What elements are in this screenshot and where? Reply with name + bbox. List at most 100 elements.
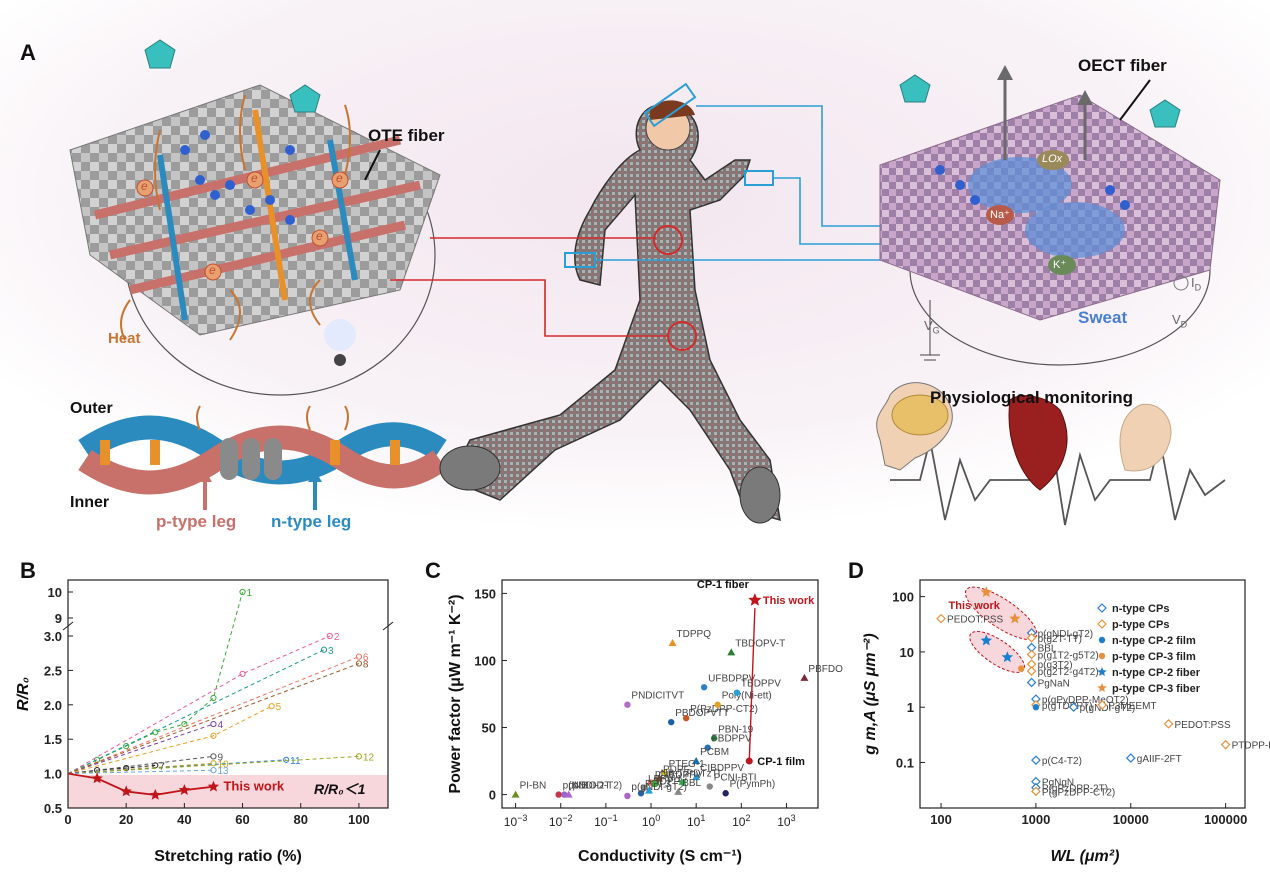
chart-d: 100 1000 10000 100000 0.1 1 10 100 WL (μm²) g m,A… xyxy=(862,579,1270,865)
ote-fiber-label: OTE fiber xyxy=(368,126,445,145)
id-label: ID xyxy=(1191,275,1202,293)
series-label: 12 xyxy=(363,752,375,763)
point-label: BBL xyxy=(1038,644,1057,655)
sweat-label: Sweat xyxy=(1078,308,1128,327)
vg-label: VG xyxy=(924,318,940,336)
data-point xyxy=(181,720,188,728)
data-point xyxy=(980,634,992,646)
point-label: pNB xyxy=(568,781,588,792)
data-point xyxy=(624,792,631,800)
data-point xyxy=(210,760,217,767)
potassium-label: K⁺ xyxy=(1053,259,1067,271)
y-tick-label: 1.0 xyxy=(44,767,62,782)
point-label: p(g3T2) xyxy=(1038,660,1073,671)
data-point xyxy=(668,639,677,647)
point-label: P(gPzDPP-2T) xyxy=(1042,784,1108,795)
series-line xyxy=(67,663,360,775)
data-point xyxy=(661,769,668,777)
data-point xyxy=(1026,632,1037,643)
x-tick-label: 101 xyxy=(687,813,705,829)
data-point xyxy=(149,788,161,800)
data-point xyxy=(1032,703,1040,711)
y-tick-label: 100 xyxy=(892,590,914,605)
series-label: 2 xyxy=(334,632,340,643)
oect-fabric-illustration xyxy=(364,65,1221,366)
point-label: pNDI-2T xyxy=(573,781,611,792)
outer-label: Outer xyxy=(70,400,113,417)
point-label: PgNaN xyxy=(1038,678,1070,689)
series-label: 4 xyxy=(217,720,223,731)
y-tick-label: 2.0 xyxy=(44,698,62,713)
ote-fabric-illustration xyxy=(69,39,441,396)
data-point xyxy=(674,787,683,795)
point-label: BBL xyxy=(682,778,701,789)
point-label: FBDPPV xyxy=(712,734,752,745)
data-point xyxy=(624,701,631,708)
p-type-leg-label: p-type leg xyxy=(156,512,237,531)
y-axis-label: Power factor (μW m⁻¹ K⁻²) xyxy=(447,594,464,793)
data-point xyxy=(1031,786,1041,797)
x-tick-label: 100 xyxy=(642,813,660,829)
data-point xyxy=(1097,700,1108,710)
point-label: p(g1T2-g5T2) xyxy=(1038,650,1099,661)
n-type-leg-label: n-type leg xyxy=(271,512,352,531)
series-line xyxy=(67,723,214,775)
legend-label: n-type CP-2 film xyxy=(1112,635,1196,647)
data-point xyxy=(355,660,363,667)
point-label: PTEG-1 xyxy=(669,759,706,770)
y-tick-label: 0 xyxy=(489,788,496,803)
series-label: This work xyxy=(223,779,284,794)
point-label: p(gNDI-gT2) xyxy=(1080,703,1136,714)
data-point xyxy=(555,791,562,798)
data-point xyxy=(283,756,290,763)
x-tick-label: 103 xyxy=(777,813,795,829)
y-tick-label: 100 xyxy=(474,653,496,668)
data-point xyxy=(800,673,809,681)
point-label: p(gPyDPP-MeOT2) xyxy=(1042,695,1129,706)
data-point xyxy=(1031,755,1041,766)
point-label: TBDOPV-T xyxy=(735,638,785,649)
highlight-ellipse xyxy=(964,586,1038,640)
data-point xyxy=(692,757,701,765)
improvement-arrow xyxy=(748,608,756,762)
point-label: Poly(Ni-ett) xyxy=(722,691,772,702)
x-tick-label: 10000 xyxy=(1113,812,1149,827)
point-label: LPPV-1 xyxy=(648,774,682,785)
point-label: TDPPQ xyxy=(677,629,712,640)
point-label: P3MEEMT xyxy=(1108,701,1156,712)
point-label: CIBDPPV xyxy=(700,763,744,774)
data-point xyxy=(745,757,753,765)
panel-label-d: D xyxy=(848,558,864,583)
series-label: 3 xyxy=(328,646,334,657)
electron-label: e xyxy=(336,171,343,185)
data-point xyxy=(123,742,130,750)
point-label: TBDPPV xyxy=(741,679,781,690)
point-label: PNDICITVT xyxy=(631,691,684,702)
data-point xyxy=(120,785,132,797)
legend-label: p-type CP-3 fiber xyxy=(1112,683,1201,695)
electron-label: e xyxy=(251,171,258,185)
data-point xyxy=(564,790,573,798)
legend-marker xyxy=(1097,667,1107,676)
x-tick-label: 80 xyxy=(293,812,307,827)
series-line xyxy=(67,649,325,775)
data-point xyxy=(178,784,191,795)
y-tick-label: 10 xyxy=(900,645,914,660)
series-line xyxy=(67,772,214,796)
point-label: p(gTDPPT) xyxy=(1042,701,1093,712)
data-point xyxy=(1026,677,1037,688)
annotation: CP-1 film xyxy=(757,756,805,768)
x-tick-label: 0 xyxy=(64,812,71,827)
point-label: p(NDIOD-T2) xyxy=(563,781,622,792)
series-line xyxy=(67,591,244,775)
point-label: PTDPP-DT xyxy=(1232,741,1270,752)
series-label: 8 xyxy=(363,660,369,671)
data-point xyxy=(1009,612,1021,624)
point-label: PEDOT:PSS xyxy=(947,615,1003,626)
data-point xyxy=(355,653,363,660)
y-tick-label: 1 xyxy=(907,700,914,715)
data-point xyxy=(1001,651,1014,663)
legend-marker xyxy=(1097,603,1107,613)
data-point xyxy=(239,588,246,596)
series-line xyxy=(67,769,214,775)
